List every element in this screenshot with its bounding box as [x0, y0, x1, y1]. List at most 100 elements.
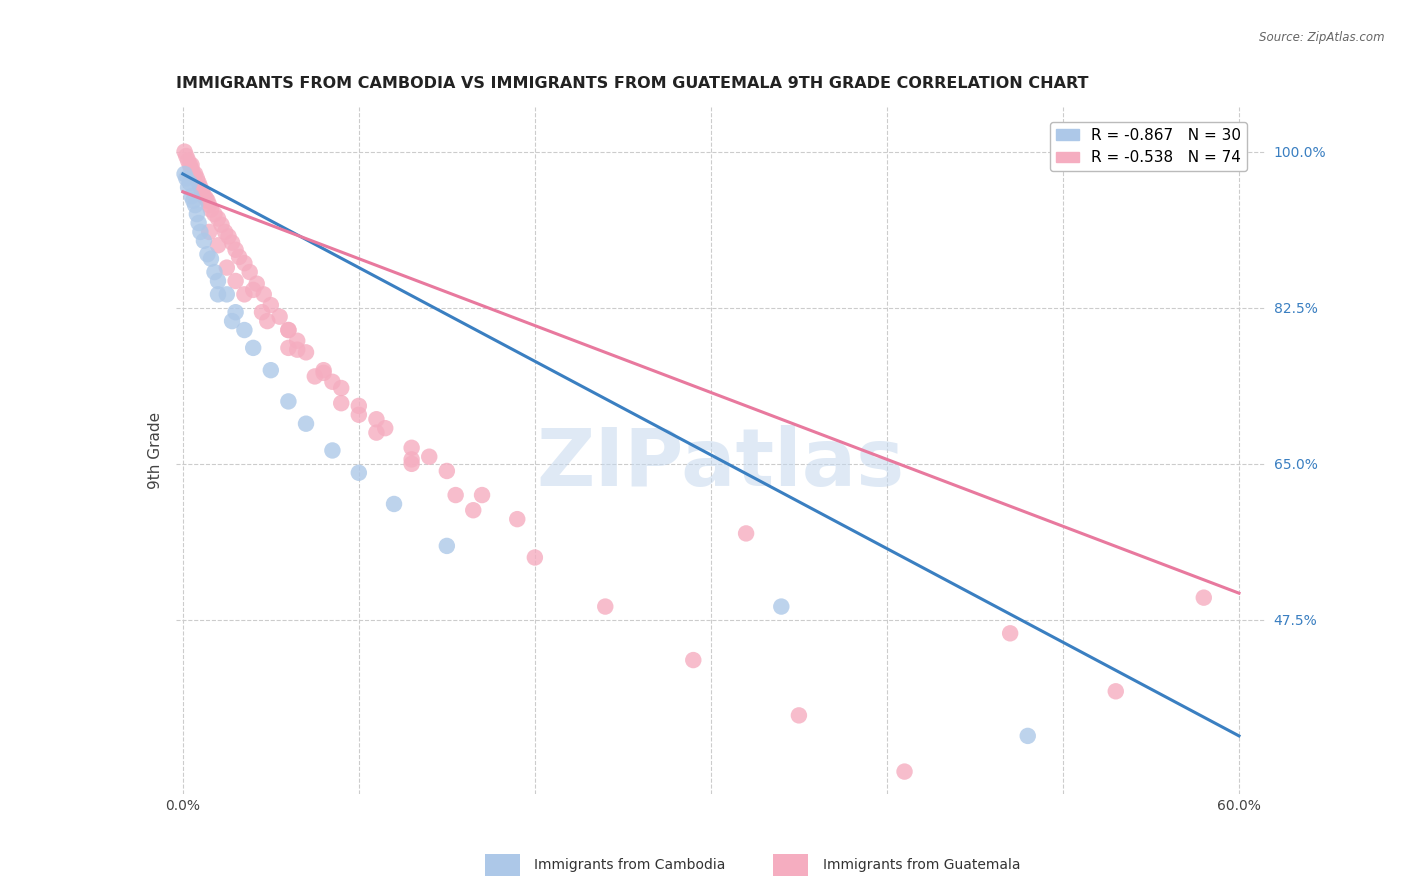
Point: [187, 216, 209, 230]
Point: [250, 305, 273, 319]
Point: [347, 399, 370, 413]
Text: IMMIGRANTS FROM CAMBODIA VS IMMIGRANTS FROM GUATEMALA 9TH GRADE CORRELATION CHAR: IMMIGRANTS FROM CAMBODIA VS IMMIGRANTS F…: [176, 76, 1088, 91]
Point: [998, 626, 1021, 640]
Point: [218, 229, 240, 244]
Point: [180, 189, 202, 203]
Point: [260, 363, 283, 377]
Text: ZIPatlas: ZIPatlas: [537, 425, 904, 503]
Y-axis label: 9th Grade: 9th Grade: [148, 412, 163, 489]
Point: [204, 265, 226, 279]
Point: [401, 441, 423, 455]
Point: [260, 298, 283, 312]
Point: [193, 234, 215, 248]
Point: [347, 466, 370, 480]
Text: Source: ZipAtlas.com: Source: ZipAtlas.com: [1260, 31, 1385, 45]
Point: [177, 153, 200, 168]
Point: [312, 366, 335, 380]
Point: [444, 488, 467, 502]
Point: [593, 599, 616, 614]
Point: [197, 194, 219, 208]
Point: [173, 145, 195, 159]
Point: [197, 247, 219, 261]
Point: [198, 198, 221, 212]
Point: [374, 421, 396, 435]
Point: [221, 235, 243, 250]
Point: [382, 497, 405, 511]
Point: [194, 191, 217, 205]
Point: [253, 287, 276, 301]
Point: [246, 277, 269, 291]
Point: [221, 314, 243, 328]
Point: [770, 599, 793, 614]
Point: [177, 180, 200, 194]
Point: [180, 162, 202, 177]
Point: [190, 225, 212, 239]
Point: [242, 283, 264, 297]
Point: [180, 158, 202, 172]
Point: [179, 176, 201, 190]
Point: [401, 457, 423, 471]
Point: [1192, 591, 1215, 605]
Point: [436, 464, 458, 478]
Point: [207, 238, 229, 252]
Point: [225, 305, 247, 319]
Point: [304, 369, 326, 384]
Legend: R = -0.867   N = 30, R = -0.538   N = 74: R = -0.867 N = 30, R = -0.538 N = 74: [1049, 121, 1247, 171]
Point: [207, 287, 229, 301]
Point: [228, 250, 250, 264]
Point: [207, 274, 229, 288]
Point: [200, 202, 222, 217]
Point: [200, 252, 222, 266]
Point: [193, 189, 215, 203]
Point: [893, 764, 915, 779]
Point: [191, 185, 214, 199]
Point: [285, 334, 308, 348]
Point: [179, 158, 201, 172]
Point: [211, 218, 233, 232]
Point: [682, 653, 704, 667]
Point: [277, 323, 299, 337]
Point: [277, 323, 299, 337]
Point: [214, 225, 236, 239]
Point: [787, 708, 810, 723]
Point: [330, 396, 353, 410]
Point: [436, 539, 458, 553]
Point: [215, 260, 238, 275]
Point: [295, 345, 318, 359]
Point: [366, 425, 388, 440]
Point: [256, 314, 278, 328]
Point: [186, 171, 208, 186]
Text: Immigrants from Guatemala: Immigrants from Guatemala: [823, 858, 1019, 872]
Point: [321, 443, 343, 458]
Point: [187, 176, 209, 190]
Point: [506, 512, 529, 526]
Point: [366, 412, 388, 426]
Point: [312, 363, 335, 377]
Point: [183, 194, 205, 208]
Point: [198, 225, 221, 239]
Point: [277, 394, 299, 409]
Point: [225, 274, 247, 288]
Point: [184, 198, 207, 212]
Point: [321, 375, 343, 389]
Point: [285, 343, 308, 357]
Point: [173, 167, 195, 181]
Point: [418, 450, 440, 464]
Point: [471, 488, 494, 502]
Point: [1105, 684, 1128, 698]
Point: [523, 550, 546, 565]
Point: [184, 167, 207, 181]
FancyBboxPatch shape: [773, 854, 808, 876]
Point: [233, 323, 256, 337]
Point: [277, 341, 299, 355]
Text: Immigrants from Cambodia: Immigrants from Cambodia: [534, 858, 725, 872]
Point: [347, 408, 370, 422]
Point: [239, 265, 262, 279]
Point: [204, 207, 226, 221]
Point: [401, 452, 423, 467]
Point: [269, 310, 291, 324]
FancyBboxPatch shape: [485, 854, 520, 876]
Point: [207, 211, 229, 226]
Point: [183, 167, 205, 181]
Point: [233, 287, 256, 301]
